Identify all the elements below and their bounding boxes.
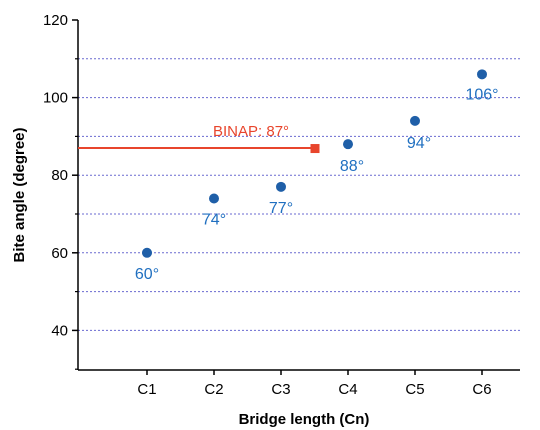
x-tick-label: C6 bbox=[472, 381, 491, 398]
x-tick-label: C3 bbox=[271, 381, 290, 398]
x-tick-label: C4 bbox=[338, 381, 357, 398]
y-axis-label: Bite angle (degree) bbox=[11, 127, 28, 262]
data-point bbox=[477, 69, 487, 80]
y-tick-label: 40 bbox=[51, 322, 68, 339]
data-points bbox=[142, 69, 487, 258]
x-axis-label: Bridge length (Cn) bbox=[239, 411, 370, 428]
data-point bbox=[209, 193, 219, 204]
axes bbox=[77, 20, 520, 371]
data-point bbox=[343, 139, 353, 150]
y-axis-ticks: 40 60 80 100 120 bbox=[43, 12, 78, 370]
data-label: 77° bbox=[269, 200, 293, 217]
y-tick-label: 60 bbox=[51, 245, 68, 262]
data-labels: 60° 74° 77° 88° 94° 106° bbox=[135, 86, 499, 282]
data-label: 60° bbox=[135, 266, 159, 283]
reference-group: BINAP: 87° bbox=[78, 123, 320, 154]
y-tick-label: 120 bbox=[43, 12, 68, 29]
reference-label: BINAP: 87° bbox=[213, 123, 289, 140]
y-tick-label: 80 bbox=[51, 167, 68, 184]
data-label: 106° bbox=[465, 86, 498, 103]
y-tick-label: 100 bbox=[43, 90, 68, 107]
x-tick-label: C1 bbox=[137, 381, 156, 398]
x-tick-label: C5 bbox=[405, 381, 424, 398]
data-point bbox=[276, 181, 286, 192]
data-label: 74° bbox=[202, 211, 226, 228]
reference-marker bbox=[310, 144, 320, 154]
gridlines bbox=[78, 58, 520, 331]
data-point bbox=[410, 115, 420, 126]
data-label: 88° bbox=[340, 158, 364, 175]
x-axis-ticks: C1 C2 C3 C4 C5 C6 bbox=[137, 370, 492, 398]
x-tick-label: C2 bbox=[204, 381, 223, 398]
data-point bbox=[142, 247, 152, 258]
data-label: 94° bbox=[407, 135, 431, 152]
